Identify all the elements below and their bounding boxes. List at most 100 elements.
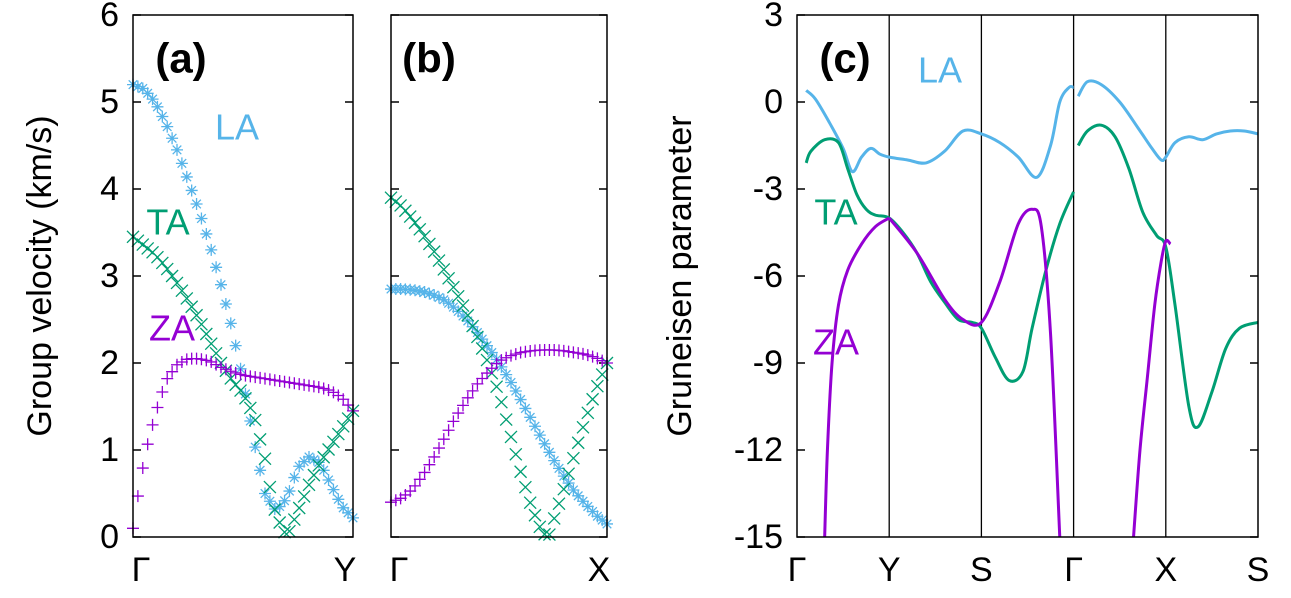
la-point bbox=[519, 402, 532, 415]
ta-point bbox=[234, 384, 248, 398]
za-point bbox=[273, 374, 286, 387]
ta-point bbox=[451, 289, 465, 303]
za-point bbox=[471, 377, 484, 390]
ta-point bbox=[199, 327, 213, 341]
la-point bbox=[215, 278, 227, 291]
ta-point bbox=[595, 368, 609, 382]
x-tick-label: X bbox=[588, 551, 611, 589]
ta-point bbox=[552, 497, 566, 511]
za-point bbox=[452, 407, 465, 420]
ta-point bbox=[490, 380, 504, 394]
ta-point bbox=[180, 291, 194, 305]
la-point bbox=[288, 471, 301, 484]
ta-point bbox=[403, 210, 417, 224]
la-point bbox=[327, 483, 340, 496]
za-point bbox=[337, 393, 350, 406]
la-point bbox=[171, 143, 183, 156]
ta-point bbox=[185, 300, 199, 314]
ta-point bbox=[533, 520, 547, 534]
ta-point bbox=[408, 216, 422, 230]
ta-point bbox=[461, 308, 475, 322]
za-point bbox=[457, 399, 469, 412]
za-point bbox=[437, 433, 450, 446]
la-point bbox=[485, 346, 498, 359]
za-point bbox=[312, 381, 325, 394]
ta-point bbox=[422, 237, 436, 251]
x-tick-label: Γ bbox=[390, 551, 409, 589]
ta-point bbox=[317, 450, 331, 464]
y-tick-label: -3 bbox=[753, 170, 783, 208]
y-tick-label: 3 bbox=[100, 257, 119, 295]
za-point bbox=[495, 354, 508, 367]
la-point bbox=[337, 501, 350, 514]
y-tick-label: 6 bbox=[100, 0, 119, 34]
y-tick-label: 0 bbox=[100, 518, 119, 556]
za-point bbox=[278, 375, 291, 388]
za-point bbox=[567, 346, 580, 359]
za-point bbox=[205, 355, 218, 368]
la-point bbox=[500, 368, 513, 381]
ta-point bbox=[581, 406, 595, 420]
za-point bbox=[342, 399, 355, 412]
ta-point bbox=[518, 480, 532, 494]
ta-point bbox=[248, 413, 262, 427]
za-point bbox=[596, 354, 609, 367]
ta-point bbox=[268, 503, 282, 517]
ta-point bbox=[292, 501, 306, 515]
ta-point bbox=[437, 262, 451, 276]
series-label-za: ZA bbox=[813, 322, 859, 363]
za-point bbox=[505, 349, 517, 362]
za-point bbox=[283, 376, 296, 389]
ta-point bbox=[253, 432, 267, 446]
la-point bbox=[263, 495, 276, 508]
ta-point bbox=[204, 337, 218, 351]
la-point bbox=[229, 339, 242, 352]
ta-point bbox=[312, 459, 326, 472]
la-point bbox=[298, 455, 311, 468]
la-point bbox=[423, 287, 436, 300]
za-point bbox=[389, 494, 402, 507]
ta-point bbox=[243, 401, 257, 415]
za-point bbox=[562, 345, 575, 358]
za-point bbox=[259, 372, 271, 385]
panel-a-frame bbox=[132, 14, 354, 538]
la-point bbox=[495, 360, 508, 373]
la-point bbox=[293, 460, 306, 473]
za-point bbox=[254, 371, 267, 384]
la-point bbox=[303, 450, 315, 463]
la-point bbox=[524, 411, 537, 424]
za-point bbox=[423, 458, 436, 471]
la-point bbox=[175, 157, 188, 170]
za-point bbox=[229, 366, 242, 379]
za-point bbox=[519, 345, 532, 358]
panel-c: Γ Y S Γ X S 3 0 -3 -6 -9 -12 -15 (c) LA TA ZA bbox=[734, 0, 1269, 589]
za-point bbox=[244, 370, 257, 383]
za-point bbox=[224, 365, 237, 378]
la-point bbox=[205, 243, 218, 256]
ta-point bbox=[586, 392, 600, 406]
za-point bbox=[327, 386, 340, 399]
za-point bbox=[288, 377, 301, 390]
la-point bbox=[136, 82, 149, 95]
la-point bbox=[509, 385, 522, 398]
la-curve bbox=[1076, 79, 1258, 163]
la-point bbox=[543, 446, 556, 459]
ta-point bbox=[470, 330, 484, 344]
ta-point bbox=[326, 435, 340, 449]
za-point bbox=[418, 466, 431, 479]
la-point bbox=[452, 305, 465, 318]
la-point bbox=[239, 387, 252, 400]
la-point bbox=[151, 100, 164, 113]
la-point bbox=[332, 493, 345, 506]
ta-point bbox=[432, 254, 446, 267]
series-label-la: LA bbox=[918, 50, 962, 91]
la-point bbox=[476, 333, 489, 346]
la-point bbox=[283, 485, 296, 498]
ta-point bbox=[504, 430, 518, 444]
za-point bbox=[476, 372, 489, 385]
ta-point bbox=[523, 496, 537, 510]
za-point bbox=[210, 358, 223, 371]
la-point bbox=[342, 506, 355, 519]
za-point bbox=[447, 415, 460, 428]
